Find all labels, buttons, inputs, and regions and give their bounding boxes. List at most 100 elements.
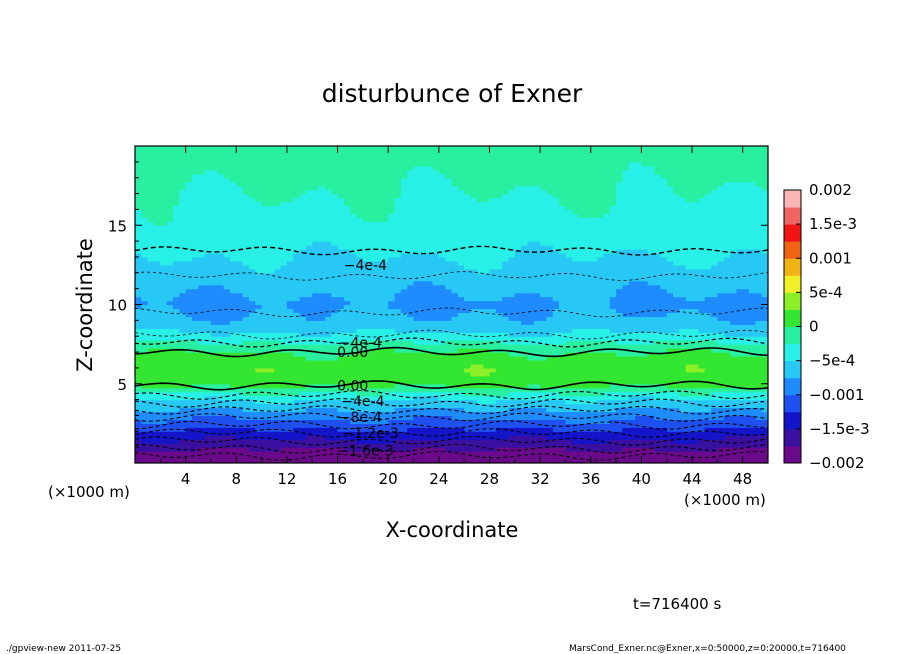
field-cell xyxy=(223,411,231,417)
field-cell xyxy=(654,439,661,444)
field-cell xyxy=(521,336,529,341)
field-cell xyxy=(622,363,630,369)
field-cell xyxy=(451,415,459,421)
field-cell xyxy=(666,443,674,448)
field-cell xyxy=(394,340,402,345)
field-cell xyxy=(508,367,516,373)
field-cell xyxy=(597,332,605,337)
field-cell xyxy=(217,280,225,286)
field-cell xyxy=(172,447,180,452)
field-cell xyxy=(305,264,313,270)
field-cell xyxy=(584,296,592,302)
field-cell xyxy=(514,431,522,436)
field-cell xyxy=(324,411,332,417)
field-cell xyxy=(337,344,345,349)
field-cell xyxy=(603,288,611,294)
field-cell xyxy=(451,435,459,440)
field-cell xyxy=(350,280,358,286)
field-cell xyxy=(350,264,358,270)
field-cell xyxy=(736,292,744,298)
field-cell xyxy=(166,332,174,337)
field-cell xyxy=(685,308,693,314)
field-cell xyxy=(749,324,756,329)
field-cell xyxy=(255,292,263,298)
field-cell xyxy=(356,312,364,317)
field-cell xyxy=(394,419,402,424)
field-cell xyxy=(685,435,693,440)
field-cell xyxy=(375,328,383,333)
field-cell xyxy=(755,276,763,282)
field-cell xyxy=(153,363,161,369)
field-cell xyxy=(172,419,180,424)
field-cell xyxy=(261,403,269,409)
field-cell xyxy=(419,316,427,321)
field-cell xyxy=(483,284,491,290)
field-cell xyxy=(704,296,712,302)
field-cell xyxy=(552,415,560,421)
field-cell xyxy=(603,431,611,436)
field-cell xyxy=(369,312,377,317)
field-cell xyxy=(654,423,661,428)
field-cell xyxy=(375,411,383,417)
field-cell xyxy=(622,443,630,448)
field-cell xyxy=(711,292,718,298)
field-cell xyxy=(660,375,668,381)
field-cell xyxy=(255,391,263,397)
field-cell xyxy=(552,324,560,329)
field-cell xyxy=(185,276,193,282)
field-cell xyxy=(324,367,332,373)
field-cell xyxy=(540,407,548,413)
field-cell xyxy=(312,367,320,373)
field-cell xyxy=(521,352,529,357)
field-cell xyxy=(356,443,364,448)
field-cell xyxy=(723,415,731,421)
field-cell xyxy=(274,395,282,401)
field-cell xyxy=(559,304,567,310)
field-cell xyxy=(375,304,383,310)
field-cell xyxy=(698,419,706,424)
field-cell xyxy=(153,383,161,389)
field-cell xyxy=(451,363,459,369)
field-cell xyxy=(147,340,155,345)
field-cell xyxy=(369,352,377,357)
field-cell xyxy=(426,431,434,436)
field-cell xyxy=(299,344,307,349)
field-cell xyxy=(622,431,630,436)
field-cell xyxy=(590,423,598,428)
field-cell xyxy=(242,447,250,452)
field-cell xyxy=(160,280,168,286)
field-cell xyxy=(274,356,282,361)
field-cell xyxy=(445,443,453,448)
field-cell xyxy=(445,395,453,401)
field-cell xyxy=(438,336,446,341)
field-cell xyxy=(229,455,237,460)
field-cell xyxy=(337,447,345,452)
field-cell xyxy=(635,332,642,337)
field-cell xyxy=(356,340,364,345)
field-cell xyxy=(223,276,231,282)
field-cell xyxy=(388,387,396,393)
field-cell xyxy=(704,415,712,421)
field-cell xyxy=(495,395,503,401)
field-cell xyxy=(248,391,256,397)
field-cell xyxy=(578,451,586,456)
field-cell xyxy=(616,411,624,417)
field-cell xyxy=(502,300,510,306)
field-cell xyxy=(609,395,617,401)
field-cell xyxy=(166,308,174,314)
field-cell xyxy=(641,332,649,337)
field-cell xyxy=(343,316,351,321)
field-cell xyxy=(172,284,180,290)
field-cell xyxy=(394,411,402,417)
field-cell xyxy=(305,304,313,310)
field-cell xyxy=(527,284,535,290)
field-cell xyxy=(400,435,408,440)
field-cell xyxy=(666,328,674,333)
field-cell xyxy=(527,288,535,294)
field-cell xyxy=(293,415,301,421)
field-cell xyxy=(464,391,472,397)
field-cell xyxy=(464,363,472,369)
field-cell xyxy=(616,367,624,373)
field-cell xyxy=(324,423,332,428)
field-cell xyxy=(495,324,503,329)
